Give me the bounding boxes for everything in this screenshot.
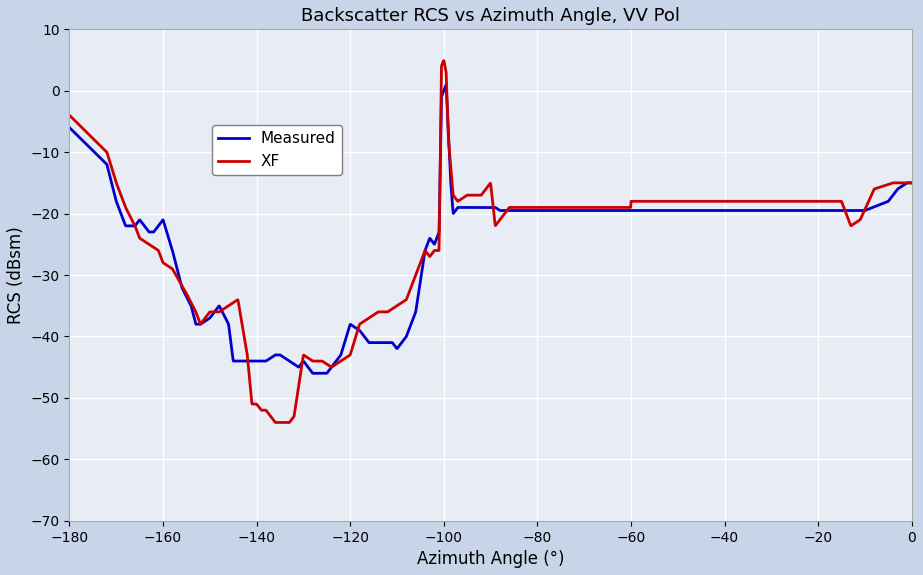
XF bbox=[107, 167, 118, 174]
Measured bbox=[906, 179, 917, 186]
XF bbox=[728, 198, 739, 205]
Line: XF: XF bbox=[69, 60, 912, 423]
XF bbox=[270, 419, 281, 426]
Y-axis label: RCS (dBsm): RCS (dBsm) bbox=[7, 226, 25, 324]
XF bbox=[882, 181, 893, 188]
XF bbox=[474, 191, 485, 198]
XF bbox=[882, 181, 893, 188]
XF bbox=[906, 179, 917, 186]
Measured bbox=[440, 81, 451, 88]
Line: Measured: Measured bbox=[69, 85, 912, 373]
Measured bbox=[307, 370, 318, 377]
XF bbox=[438, 57, 450, 64]
Measured bbox=[474, 204, 485, 211]
Measured bbox=[728, 207, 739, 214]
Measured bbox=[107, 183, 118, 190]
Legend: Measured, XF: Measured, XF bbox=[212, 125, 342, 175]
Title: Backscatter RCS vs Azimuth Angle, VV Pol: Backscatter RCS vs Azimuth Angle, VV Pol bbox=[301, 7, 680, 25]
X-axis label: Azimuth Angle (°): Azimuth Angle (°) bbox=[417, 550, 564, 568]
Measured bbox=[882, 198, 893, 205]
XF bbox=[64, 112, 75, 119]
Measured bbox=[882, 198, 893, 205]
Measured bbox=[64, 124, 75, 131]
Measured bbox=[452, 205, 463, 212]
XF bbox=[452, 197, 463, 204]
